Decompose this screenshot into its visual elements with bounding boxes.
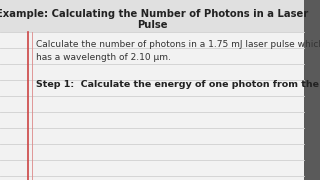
Text: Example: Calculating the Number of Photons in a Laser: Example: Calculating the Number of Photo… xyxy=(0,9,308,19)
Bar xyxy=(304,0,320,180)
Bar xyxy=(0,0,304,32)
Text: Pulse: Pulse xyxy=(137,20,167,30)
Text: Step 1:  Calculate the energy of one photon from the laser: Step 1: Calculate the energy of one phot… xyxy=(36,80,320,89)
Text: Calculate the number of photons in a 1.75 mJ laser pulse which
has a wavelength : Calculate the number of photons in a 1.7… xyxy=(36,40,320,62)
